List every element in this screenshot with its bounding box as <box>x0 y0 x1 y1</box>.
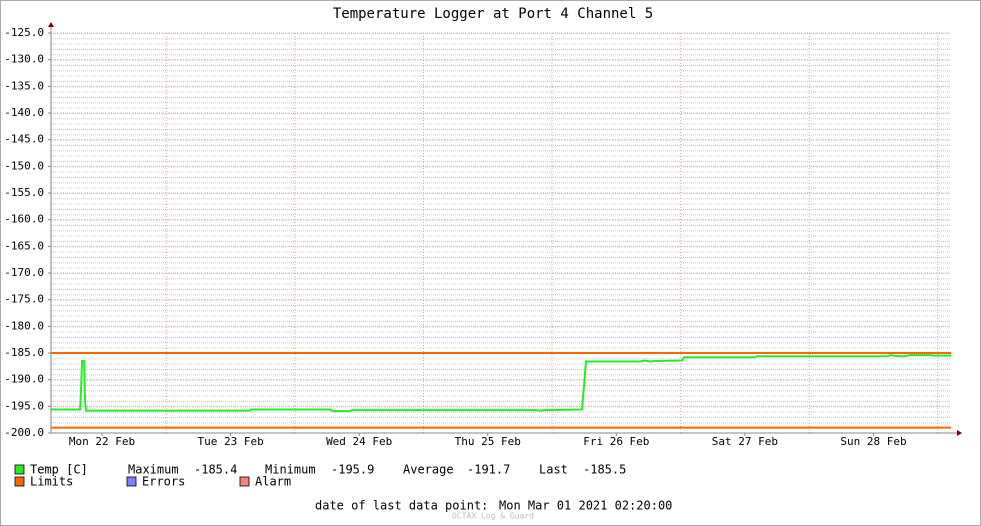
x-tick-label: Fri 26 Feb <box>583 435 649 448</box>
y-tick-label: -130.0 <box>4 53 44 66</box>
legend-swatch <box>14 476 25 487</box>
last-point-label: date of last data point: <box>315 499 488 513</box>
axis-arrow <box>957 430 962 436</box>
data-line <box>51 354 951 413</box>
minor-grid <box>51 33 951 433</box>
y-tick-label: -180.0 <box>4 319 44 332</box>
y-tick-label: -150.0 <box>4 159 44 172</box>
legend-label: Errors <box>142 475 185 489</box>
x-tick-label: Sat 27 Feb <box>712 435 778 448</box>
x-tick-label: Wed 24 Feb <box>326 435 392 448</box>
y-tick-label: -190.0 <box>4 373 44 386</box>
legend-swatch <box>126 476 137 487</box>
chart-title: Temperature Logger at Port 4 Channel 5 <box>333 6 653 22</box>
y-tick-label: -135.0 <box>4 79 44 92</box>
y-tick-label: -165.0 <box>4 239 44 252</box>
legend-swatch <box>14 464 25 475</box>
last-point: Mon Mar 01 2021 02:20:00 <box>499 499 672 513</box>
stat-label: Maximum <box>128 463 179 477</box>
y-tick-label: -145.0 <box>4 133 44 146</box>
stat-label: Last <box>539 463 568 477</box>
legend-label: Alarm <box>255 475 291 489</box>
y-tick-label: -195.0 <box>4 399 44 412</box>
y-tick-label: -160.0 <box>4 213 44 226</box>
y-tick-label: -175.0 <box>4 293 44 306</box>
stat-value: -185.4 <box>194 463 237 477</box>
y-tick-label: -140.0 <box>4 106 44 119</box>
y-tick-label: -170.0 <box>4 266 44 279</box>
y-tick-label: -125.0 <box>4 26 44 39</box>
stat-label: Minimum <box>265 463 316 477</box>
stat-value: -195.9 <box>331 463 374 477</box>
stat-label: Average <box>403 463 454 477</box>
y-tick-label: -200.0 <box>4 426 44 439</box>
x-tick-label: Sun 28 Feb <box>840 435 906 448</box>
x-tick-label: Tue 23 Feb <box>197 435 263 448</box>
y-tick-label: -185.0 <box>4 346 44 359</box>
legend-label: Temp [C] <box>30 463 88 477</box>
stat-value: -185.5 <box>583 463 626 477</box>
x-tick-label: Mon 22 Feb <box>69 435 135 448</box>
legend-swatch <box>239 476 250 487</box>
footer: OCTAX Log & Guard <box>452 512 534 521</box>
stat-value: -191.7 <box>467 463 510 477</box>
axis-arrow <box>48 22 54 27</box>
y-tick-label: -155.0 <box>4 186 44 199</box>
legend-label: Limits <box>30 475 73 489</box>
x-tick-label: Thu 25 Feb <box>455 435 521 448</box>
